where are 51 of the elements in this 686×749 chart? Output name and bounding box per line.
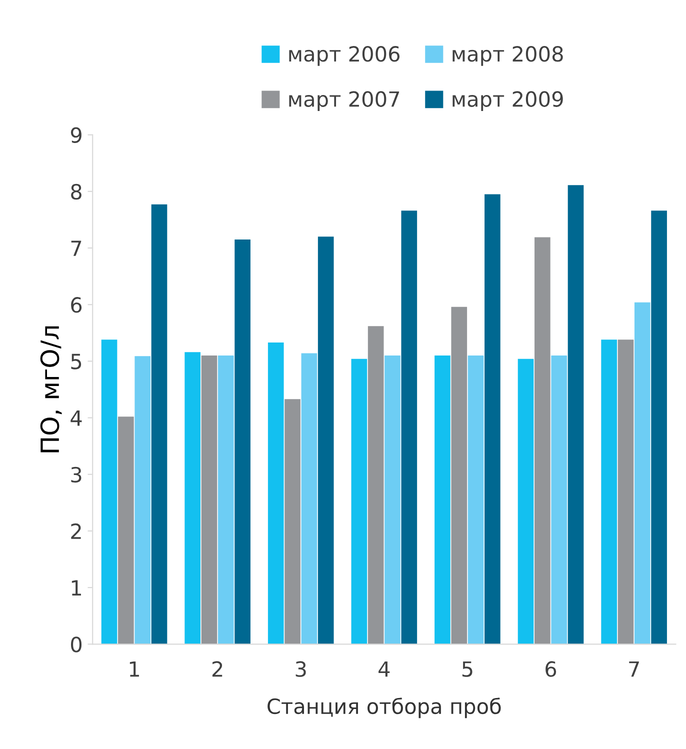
- bar: [384, 356, 400, 644]
- bar: [601, 340, 617, 644]
- bar: [618, 340, 634, 644]
- bar: [568, 185, 584, 644]
- bar: [401, 210, 418, 644]
- bar: [184, 352, 200, 644]
- x-tick-label: 4: [378, 661, 390, 677]
- bar: [301, 353, 318, 644]
- y-tick-label: 3: [71, 466, 82, 483]
- bar: [634, 302, 650, 644]
- x-axis-title: Станция отбора проб: [268, 698, 501, 718]
- bar: [451, 306, 468, 644]
- bar: [151, 204, 168, 644]
- bar: [651, 210, 667, 644]
- y-tick-label: 6: [71, 297, 82, 313]
- bar: [368, 326, 384, 644]
- bar: [284, 399, 300, 644]
- bar: [268, 342, 284, 644]
- x-tick-label: 5: [462, 661, 472, 677]
- legend-label: март 2006: [289, 46, 400, 66]
- y-tick-label: 4: [70, 410, 82, 426]
- y-tick-label: 2: [71, 523, 81, 539]
- bar: [468, 356, 484, 644]
- bar: [201, 356, 218, 644]
- y-axis-title: ПО, мгО/л: [40, 326, 62, 452]
- x-tick-label: 1: [130, 661, 139, 677]
- bar: [101, 340, 118, 644]
- bar: [234, 240, 250, 644]
- x-tick-label: 3: [296, 661, 306, 677]
- y-tick-label: 8: [71, 184, 82, 200]
- bar: [218, 356, 234, 644]
- y-tick-label: 0: [71, 636, 82, 652]
- bar: [484, 194, 500, 644]
- bar: [134, 356, 151, 644]
- legend-label: март 2008: [452, 46, 563, 66]
- bar: [518, 358, 534, 644]
- x-tick-label: 7: [629, 661, 639, 677]
- legend-label: март 2009: [452, 91, 563, 111]
- bar: [434, 356, 450, 644]
- x-tick-label: 2: [212, 661, 222, 677]
- bar: [534, 237, 550, 644]
- legend-label: март 2007: [289, 91, 400, 111]
- x-tick-label: 6: [546, 661, 556, 677]
- bar: [118, 416, 134, 644]
- y-tick-label: 5: [71, 354, 82, 370]
- bar: [351, 358, 368, 644]
- y-tick-label: 1: [72, 580, 81, 596]
- y-tick-label: 9: [70, 127, 82, 144]
- y-tick-label: 7: [71, 240, 82, 256]
- bar: [551, 356, 568, 644]
- bar: [318, 236, 334, 644]
